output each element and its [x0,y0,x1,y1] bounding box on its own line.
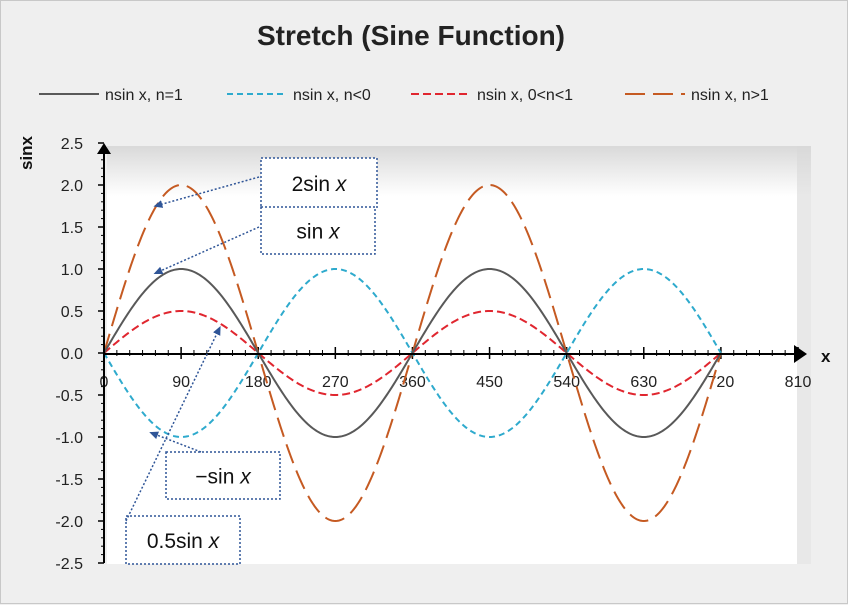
y-axis-arrow [97,143,111,154]
y-tick-label: 2.0 [61,178,83,195]
x-tick-label: 630 [630,374,657,391]
x-axis-title: x [821,347,831,366]
callout-label-1: sin x [296,221,341,244]
x-tick-label: 810 [785,374,812,391]
callout-box-2 [165,451,281,500]
y-tick-label: -2.0 [55,514,83,531]
y-tick-label: -0.5 [55,388,83,405]
legend-label-1: nsin x, n<0 [293,87,371,104]
legend-label-3: nsin x, n>1 [691,87,769,104]
legend: nsin x, n=1 nsin x, n<0 nsin x, 0<n<1 nsin … [39,87,769,104]
callout-leader-0 [153,176,260,208]
x-axis-ticks: 090180270360450540630720810 [100,347,812,391]
y-axis-title: sinx [17,135,36,170]
callout-box-0 [260,157,378,209]
legend-label-0: nsin x, n=1 [105,87,183,104]
x-tick-label: 90 [172,374,190,391]
callout-box-3 [125,515,241,565]
y-tick-label: 0.5 [61,304,83,321]
legend-label-2: nsin x, 0<n<1 [477,87,573,104]
y-tick-label: 1.5 [61,220,83,237]
y-axis-ticks: 2.5 2.0 1.5 1.0 0.5 0.0 -0.5 -1.0 -1.5 -2.0 -2.5 [55,136,104,573]
callout-label-2: −sin x [195,466,252,489]
y-tick-label: 1.0 [61,262,83,279]
callouts: 2sin x sin x −sin x 0.5sin x [125,157,378,565]
callout-leader-2 [149,431,202,453]
callout-label-0: 2sin x [292,173,348,196]
x-tick-label: 450 [476,374,503,391]
y-tick-label: -2.5 [55,556,83,573]
y-tick-label: -1.0 [55,430,83,447]
chart-title: Stretch (Sine Function) [257,20,565,51]
series-line-2 [103,309,722,397]
y-tick-label: 2.5 [61,136,83,153]
callout-label-3: 0.5sin x [147,530,221,553]
x-axis-arrow [794,345,807,363]
callout-box-1 [260,206,376,255]
callout-leader-1 [153,226,260,275]
x-tick-label: 270 [322,374,349,391]
y-tick-label: -1.5 [55,472,83,489]
y-tick-label: 0.0 [61,346,83,363]
